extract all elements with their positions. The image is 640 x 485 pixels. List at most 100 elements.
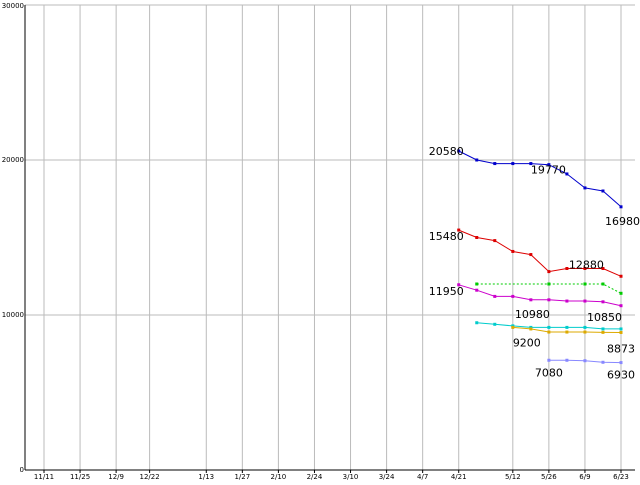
data-label: 11950 [429,285,464,298]
data-point-marker [583,186,587,190]
data-label: 8873 [607,342,635,355]
x-tick-label: 1/13 [198,473,214,480]
data-point-marker [493,239,497,243]
y-tick-label: 10000 [2,311,24,319]
data-label: 16980 [605,215,640,228]
data-point-marker [475,288,479,292]
x-tick-label: 1/27 [234,473,250,480]
data-point-marker [547,358,551,362]
x-tick-label: 12/9 [108,473,124,480]
x-tick-label: 12/22 [140,473,160,480]
data-point-marker [583,267,587,270]
x-tick-label: 4/7 [417,473,428,480]
data-label: 10850 [587,311,622,324]
data-point-marker [493,294,497,298]
data-point-marker [475,236,479,239]
data-point-marker [583,330,587,334]
data-point-marker [511,294,515,298]
x-tick-label: 11/11 [34,473,54,480]
x-tick-label: 2/10 [271,473,287,480]
data-point-marker [583,282,587,286]
x-tick-label: 6/9 [579,473,590,480]
data-point-marker [565,330,569,334]
grid-lines [25,4,635,473]
data-point-marker [457,149,461,153]
data-point-marker [619,304,623,308]
data-point-marker [547,330,551,334]
data-point-marker [565,299,569,303]
data-point-marker [547,270,551,274]
data-point-marker [493,322,497,326]
data-point-marker [601,300,605,304]
data-point-marker [457,228,461,232]
data-point-marker [601,189,605,193]
data-point-marker [565,172,569,176]
y-tick-labels: 0 10000 20000 30000 [2,2,24,474]
plot-background [25,5,635,470]
axes [24,5,635,471]
data-point-marker [547,298,551,302]
x-tick-label: 11/25 [70,473,90,480]
data-point-marker [475,282,479,286]
series-line-2 [458,229,622,277]
data-labels: 20580 19770 16980 15480 12880 11950 10980 10850… [429,145,640,382]
x-tick-label: 5/26 [541,473,557,480]
series-line-4 [458,284,622,307]
data-point-marker [583,325,587,329]
data-point-marker [619,361,623,365]
data-label: 6930 [607,369,635,382]
data-point-marker [547,282,551,286]
x-tick-label: 4/21 [451,473,467,480]
data-point-marker [565,267,569,270]
data-point-marker [547,163,551,167]
series-lines [457,149,623,365]
data-label: 20580 [429,145,464,158]
data-point-marker [475,158,479,162]
data-point-marker [583,359,587,363]
data-point-marker [619,291,623,295]
data-point-marker [583,299,587,303]
data-label: 9200 [513,336,541,349]
data-point-marker [511,162,515,166]
data-label: 12880 [569,258,604,271]
y-tick-label: 30000 [2,2,24,10]
data-point-marker [493,162,497,166]
y-tick-label: 0 [20,466,24,474]
data-point-marker [475,321,479,325]
data-label: 19770 [531,164,566,177]
data-point-marker [619,327,623,331]
x-tick-labels: 11/11 11/25 12/9 12/22 1/13 1/27 2/10 2/24 3/10 3… [34,473,629,481]
data-point-marker [457,283,461,287]
data-point-marker [547,325,551,329]
data-point-marker [511,325,515,329]
data-point-marker [619,330,623,334]
data-point-marker [601,327,605,331]
x-tick-label: 3/24 [379,473,395,480]
data-point-marker [511,249,515,253]
data-point-marker [511,324,515,328]
data-point-marker [529,325,533,329]
series-line-1 [458,150,622,208]
x-tick-label: 3/10 [343,473,359,480]
data-point-marker [529,162,533,166]
data-label: 10980 [515,308,550,321]
data-point-marker [565,358,569,362]
data-point-marker [619,274,623,278]
data-point-marker [529,253,533,257]
data-point-marker [601,282,605,286]
data-point-marker [565,325,569,329]
data-point-marker [601,330,605,334]
data-label: 15480 [429,230,464,243]
x-tick-label: 5/12 [505,473,521,480]
y-tick-label: 20000 [2,156,24,164]
data-point-marker [601,360,605,364]
data-point-marker [529,298,533,302]
x-tick-label: 2/24 [307,473,323,480]
data-point-marker [529,327,533,331]
data-point-marker [601,267,605,270]
x-tick-label: 6/23 [613,473,629,480]
data-point-marker [619,205,623,209]
data-label: 7080 [535,366,563,379]
